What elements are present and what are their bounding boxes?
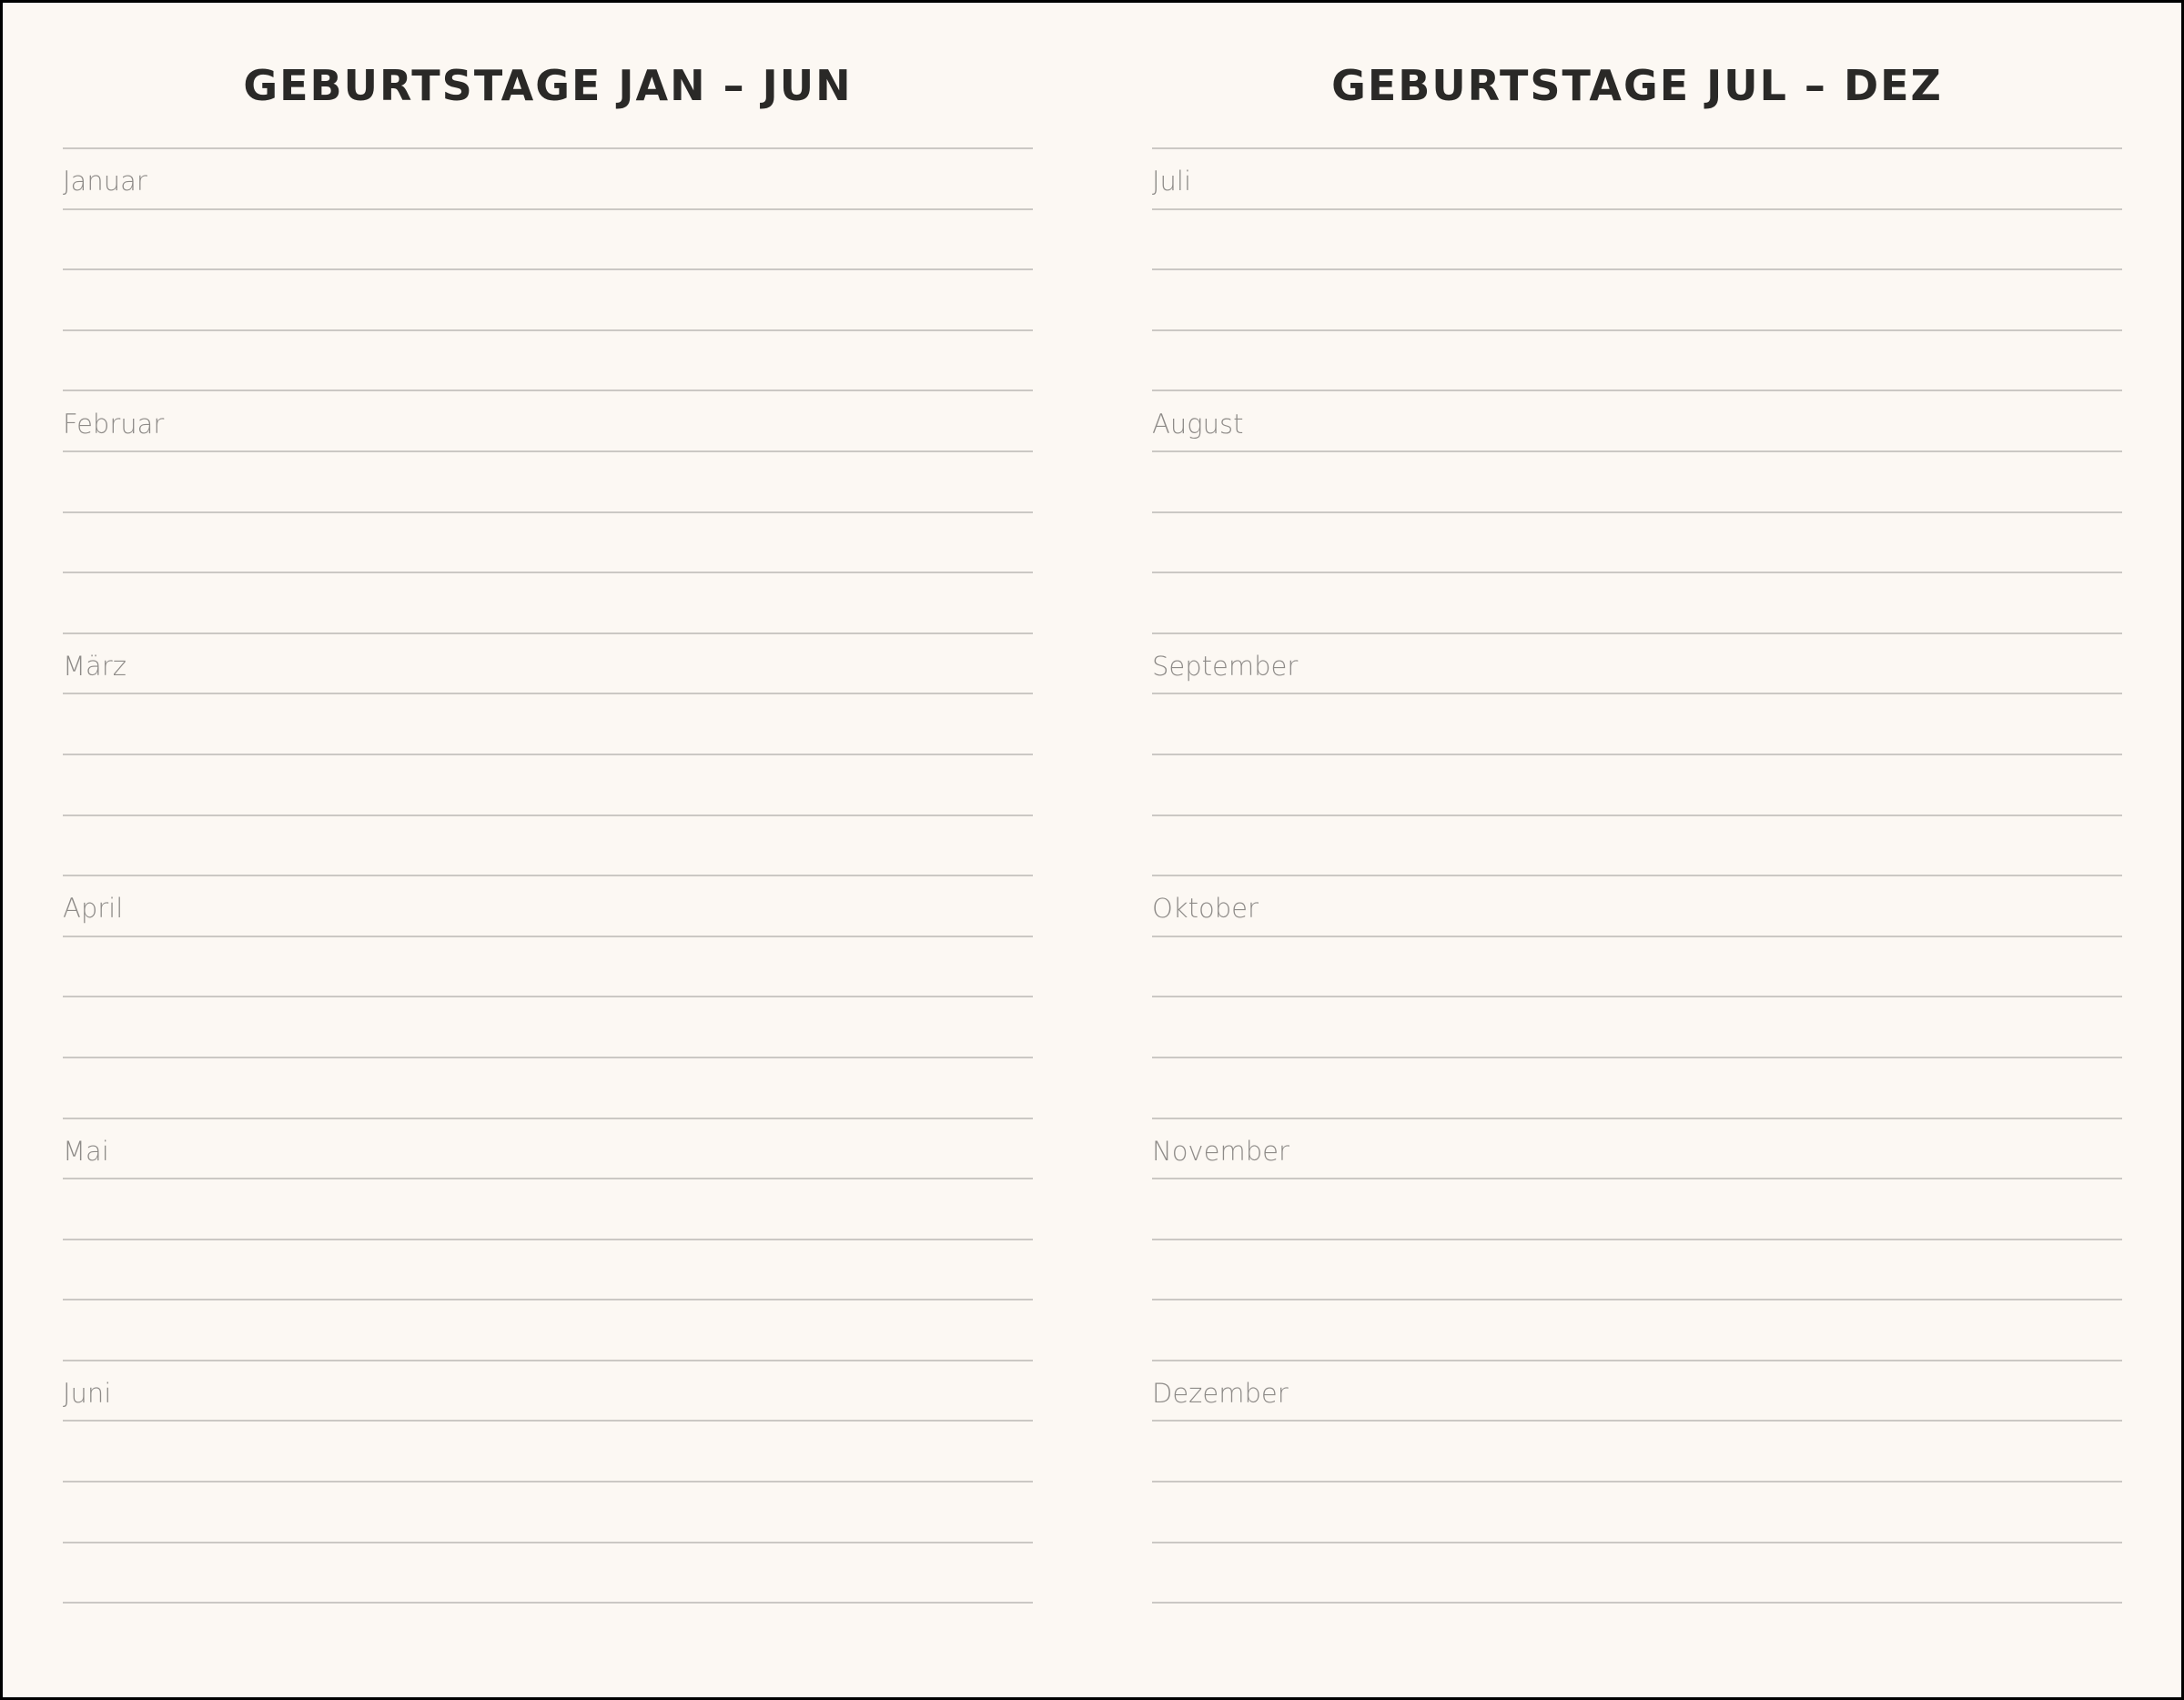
- month-label: Mai: [63, 1135, 109, 1167]
- entry-line[interactable]: [63, 210, 1033, 271]
- entry-line[interactable]: [1152, 694, 2122, 755]
- entry-line[interactable]: [1152, 1422, 2122, 1483]
- entry-line[interactable]: [63, 513, 1033, 574]
- entry-line[interactable]: [1152, 997, 2122, 1058]
- month-entry-line[interactable]: September: [1152, 634, 2122, 695]
- month-label: Juni: [63, 1378, 112, 1410]
- month-entry-line[interactable]: Mai: [63, 1119, 1033, 1180]
- entry-line[interactable]: [1152, 937, 2122, 998]
- entry-line[interactable]: [1152, 1543, 2122, 1604]
- month-rows: Juli August September Oktober November Dezemb…: [1152, 147, 2122, 1604]
- month-entry-line[interactable]: Juni: [63, 1361, 1033, 1422]
- entry-line[interactable]: [63, 331, 1033, 392]
- month-label: März: [63, 651, 126, 683]
- entry-line[interactable]: [1152, 331, 2122, 392]
- entry-line[interactable]: [1152, 1179, 2122, 1240]
- month-entry-line[interactable]: November: [1152, 1119, 2122, 1180]
- birthday-calendar-page: GEBURTSTAGE JAN – JUN Januar Februar März A…: [3, 3, 2181, 1697]
- month-label: September: [1152, 651, 1299, 683]
- page-title-jul-dez: GEBURTSTAGE JUL – DEZ: [1331, 61, 1943, 110]
- month-entry-line[interactable]: August: [1152, 391, 2122, 452]
- entry-line[interactable]: [1152, 755, 2122, 816]
- page-title-jan-jun: GEBURTSTAGE JAN – JUN: [243, 61, 853, 110]
- month-label: Juli: [1152, 166, 1192, 197]
- month-entry-line[interactable]: März: [63, 634, 1033, 695]
- entry-line[interactable]: [63, 694, 1033, 755]
- entry-line[interactable]: [63, 1179, 1033, 1240]
- entry-line[interactable]: [63, 1482, 1033, 1543]
- month-rows: Januar Februar März April Mai Juni: [63, 147, 1033, 1604]
- entry-line[interactable]: [63, 1240, 1033, 1301]
- entry-line[interactable]: [1152, 816, 2122, 877]
- entry-line[interactable]: [63, 755, 1033, 816]
- month-entry-line[interactable]: Dezember: [1152, 1361, 2122, 1422]
- entry-line[interactable]: [63, 997, 1033, 1058]
- month-label: Februar: [63, 408, 165, 440]
- entry-line[interactable]: [1152, 1300, 2122, 1361]
- entry-line[interactable]: [63, 937, 1033, 998]
- entry-line[interactable]: [63, 1058, 1033, 1119]
- month-entry-line[interactable]: Februar: [63, 391, 1033, 452]
- month-label: Januar: [63, 166, 147, 197]
- entry-line[interactable]: [1152, 270, 2122, 331]
- entry-line[interactable]: [63, 816, 1033, 877]
- entry-line[interactable]: [63, 1543, 1033, 1604]
- entry-line[interactable]: [1152, 1482, 2122, 1543]
- month-entry-line[interactable]: Oktober: [1152, 876, 2122, 937]
- entry-line[interactable]: [63, 1422, 1033, 1483]
- month-label: August: [1152, 408, 1244, 440]
- month-entry-line[interactable]: Juli: [1152, 149, 2122, 210]
- entry-line[interactable]: [63, 573, 1033, 634]
- entry-line[interactable]: [63, 452, 1033, 513]
- month-entry-line[interactable]: Januar: [63, 149, 1033, 210]
- month-entry-line[interactable]: April: [63, 876, 1033, 937]
- entry-line[interactable]: [1152, 452, 2122, 513]
- entry-line[interactable]: [1152, 1240, 2122, 1301]
- month-label: November: [1152, 1135, 1289, 1167]
- month-label: Oktober: [1152, 893, 1259, 925]
- entry-line[interactable]: [63, 270, 1033, 331]
- entry-line[interactable]: [1152, 210, 2122, 271]
- entry-line[interactable]: [1152, 1058, 2122, 1119]
- month-label: April: [63, 893, 124, 925]
- month-label: Dezember: [1152, 1378, 1289, 1410]
- entry-line[interactable]: [1152, 513, 2122, 574]
- entry-line[interactable]: [1152, 573, 2122, 634]
- entry-line[interactable]: [63, 1300, 1033, 1361]
